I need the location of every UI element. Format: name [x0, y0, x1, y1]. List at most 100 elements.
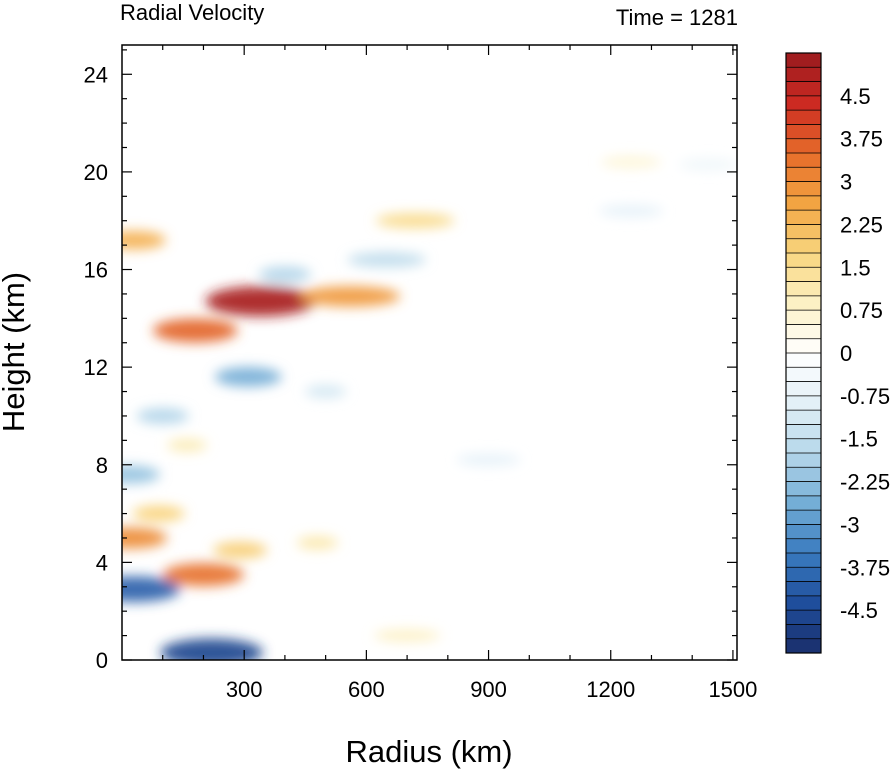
colorbar-bin: [786, 610, 821, 625]
colorbar-bin: [786, 538, 821, 554]
colorbar-bin: [786, 524, 821, 540]
colorbar-bin: [786, 81, 821, 97]
colorbar-bin: [786, 281, 821, 297]
y-tick-label: 20: [84, 160, 108, 185]
colorbar-bin: [786, 438, 821, 454]
colorbar-bin: [786, 638, 821, 654]
field-feature-17: [162, 563, 245, 587]
field-feature-7: [347, 252, 427, 268]
field-feature-19: [296, 536, 339, 550]
colorbar-bin: [786, 195, 821, 211]
field-feature-18: [213, 541, 268, 559]
field-feature-5: [375, 213, 455, 229]
field-feature-23: [373, 629, 441, 642]
colorbar-bin: [786, 224, 821, 240]
colorbar-bin: [786, 324, 821, 340]
y-tick-label: 0: [96, 648, 108, 673]
colorbar-bin: [786, 424, 821, 440]
x-axis-label: Radius (km): [345, 734, 512, 769]
colorbar-label: -0.75: [840, 384, 890, 409]
colorbar-label: -4.5: [840, 598, 878, 623]
colorbar-bin: [786, 595, 821, 611]
chart-title: Radial Velocity: [120, 0, 264, 25]
colorbar-bin: [786, 253, 821, 268]
colorbar-bin: [786, 338, 821, 354]
field-feature-12: [678, 158, 737, 171]
y-tick-label: 8: [96, 453, 108, 478]
velocity-field: [122, 45, 737, 660]
x-tick-label: 1200: [586, 677, 635, 702]
colorbar-bin: [786, 124, 821, 140]
colorbar-bin: [786, 381, 821, 397]
field-feature-15: [160, 638, 263, 660]
colorbar-bin: [786, 267, 821, 282]
field-feature-9: [304, 384, 347, 399]
colorbar-bin: [786, 453, 821, 468]
field-feature-21: [136, 407, 189, 424]
colorbar-label: -2.25: [840, 470, 890, 495]
colorbar-label: -1.5: [840, 427, 878, 452]
colorbar-label: 2.25: [840, 212, 883, 237]
x-tick-label: 900: [470, 677, 507, 702]
x-tick-label: 300: [226, 677, 263, 702]
colorbar-bin: [786, 353, 821, 368]
y-axis-label: Height (km): [0, 272, 31, 432]
y-tick-label: 12: [84, 355, 108, 380]
colorbar-label: 1.5: [840, 255, 871, 280]
colorbar-bin: [786, 553, 821, 568]
colorbar-label: 4.5: [840, 84, 871, 109]
y-tick-label: 24: [84, 62, 108, 87]
colorbar-bin: [786, 495, 821, 511]
colorbar-bin: [786, 581, 821, 597]
colorbar-label: 0.75: [840, 298, 883, 323]
colorbar-label: -3: [840, 512, 860, 537]
colorbar-bin: [786, 95, 821, 111]
x-axis-ticks: 300 600 900 1200 1500: [162, 45, 757, 702]
colorbar-label: 3.75: [840, 127, 883, 152]
colorbar-bin: [786, 481, 821, 497]
field-feature-3: [299, 286, 401, 307]
colorbar-bin: [786, 367, 821, 382]
colorbar: 4.5 3.75 3 2.25 1.5 0.75 0 -0.75 -1.5 -2.25 -3 -3.7…: [785, 52, 890, 654]
colorbar-bin: [786, 510, 821, 525]
time-label: Time = 1281: [616, 5, 738, 30]
field-feature-11: [598, 204, 664, 217]
colorbar-bin: [786, 310, 821, 325]
y-tick-label: 4: [96, 550, 108, 575]
colorbar-bin: [786, 138, 821, 154]
y-tick-label: 16: [84, 258, 108, 283]
field-feature-20: [122, 465, 160, 484]
colorbar-label: 0: [840, 341, 852, 366]
field-feature-16: [122, 527, 168, 549]
field-feature-10: [456, 453, 521, 466]
field-feature-4: [122, 230, 166, 250]
field-feature-2: [152, 318, 238, 343]
colorbar-bin: [786, 53, 821, 68]
field-feature-22: [132, 505, 185, 522]
plot-frame: [121, 44, 738, 661]
field-feature-8: [214, 367, 282, 387]
y-axis-ticks: 0 4 8 12 16 20 24: [84, 49, 737, 673]
x-tick-label: 600: [348, 677, 385, 702]
field-feature-24: [167, 438, 208, 452]
field-feature-14: [122, 576, 181, 603]
colorbar-bin: [786, 181, 821, 197]
field-feature-13: [600, 156, 662, 169]
colorbar-bin: [786, 410, 821, 425]
colorbar-label: -3.75: [840, 555, 890, 580]
field-feature-1: [205, 286, 316, 317]
field-feature-6: [258, 266, 312, 283]
colorbar-bin: [786, 395, 821, 411]
colorbar-label: 3: [840, 170, 852, 195]
x-tick-label: 1500: [708, 677, 757, 702]
colorbar-bin: [786, 210, 821, 225]
colorbar-bin: [786, 110, 821, 125]
colorbar-bin: [786, 238, 821, 254]
colorbar-bin: [786, 67, 821, 82]
field-background: [122, 45, 737, 660]
colorbar-bin: [786, 167, 821, 182]
colorbar-bin: [786, 467, 821, 482]
colorbar-frame: [785, 52, 822, 654]
colorbar-bin: [786, 624, 821, 640]
